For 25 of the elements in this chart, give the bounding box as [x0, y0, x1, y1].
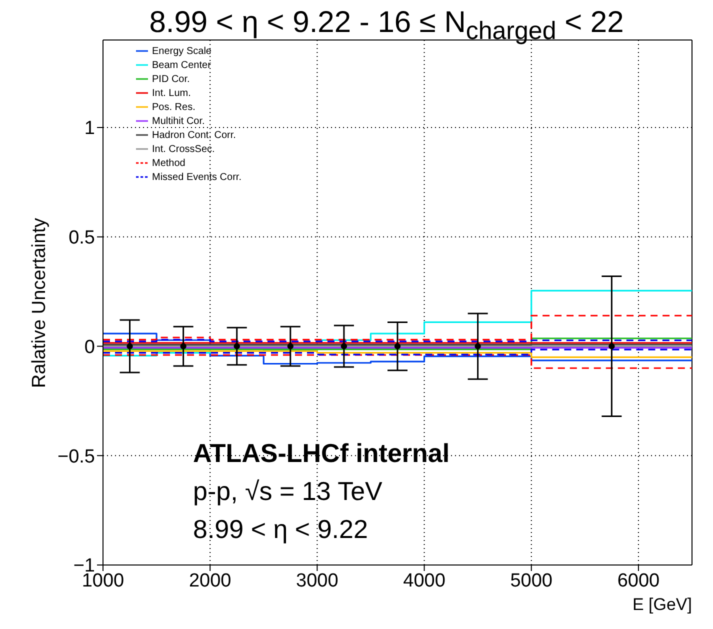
legend-label: PID Cor. — [152, 74, 190, 85]
legend-label: Multihit Cor. — [152, 116, 205, 127]
legend-label: Pos. Res. — [152, 102, 196, 113]
annotation: 8.99 < η < 9.22 — [193, 512, 369, 546]
x-axis-title: E [GeV] — [632, 595, 692, 615]
x-tick-label: 4000 — [403, 570, 446, 592]
x-tick-label: 5000 — [510, 570, 553, 592]
y-tick-label: −0.5 — [57, 446, 95, 468]
legend-label: Energy Scale — [152, 46, 212, 57]
legend-label: Missed Events Corr. — [152, 172, 242, 183]
legend-label: Hadron Cont. Corr. — [152, 130, 236, 141]
chart-title: 8.99 < η < 9.22 - 16 ≤ N$_{charged}$ < 22 — [148, 6, 625, 46]
y-tick-label: 1 — [84, 118, 95, 140]
x-tick-label: 6000 — [617, 570, 660, 592]
y-tick-label: 0 — [84, 336, 95, 358]
annotation: p-p, √s = 13 TeV — [193, 474, 384, 508]
y-axis-title: Ralative Uncertainty — [29, 217, 51, 388]
x-tick-label: 2000 — [188, 570, 232, 592]
legend-label: Beam Center — [152, 60, 211, 71]
y-tick-label: 0.5 — [68, 228, 95, 249]
legend-label: Int. CrossSec. — [152, 144, 215, 155]
annotation: ATLAS-LHCf internal — [193, 436, 450, 470]
legend-label: Int. Lum. — [152, 88, 191, 99]
x-tick-label: 3000 — [296, 570, 338, 592]
legend-label: Method — [152, 158, 186, 169]
